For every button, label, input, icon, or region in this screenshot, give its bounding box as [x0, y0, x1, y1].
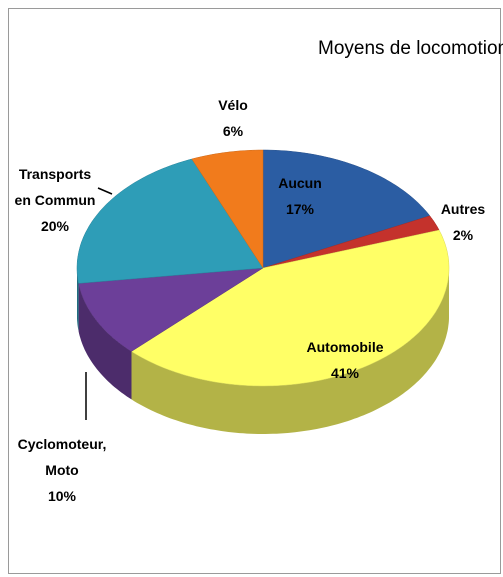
value-label: 2% — [452, 227, 474, 243]
data-label: Vélo 6% — [203, 92, 263, 144]
slice — [262, 149, 431, 269]
category-label: Autres — [440, 201, 486, 217]
slice-side — [78, 283, 132, 400]
value-label: 6% — [222, 123, 244, 139]
slice — [131, 229, 450, 387]
value-label: 17% — [285, 201, 315, 217]
slice-side — [131, 268, 449, 434]
category-label: Cyclomoteur, Moto — [17, 436, 107, 478]
data-label: Transports en Commun 20% — [10, 161, 100, 239]
value-label: 10% — [47, 488, 77, 504]
category-label: Aucun — [278, 175, 322, 191]
slice — [191, 149, 264, 269]
slice-tops — [76, 149, 450, 387]
value-label: 20% — [40, 218, 70, 234]
slice-sides — [77, 268, 449, 434]
data-label: Cyclomoteur, Moto 10% — [12, 431, 112, 509]
chart-frame — [8, 8, 501, 574]
slice — [78, 267, 264, 352]
data-label: Aucun 17% — [260, 170, 340, 222]
slice — [262, 215, 440, 269]
category-label: Vélo — [218, 97, 248, 113]
chart-title: Moyens de locomotion — [318, 38, 503, 59]
category-label: Automobile — [306, 339, 384, 355]
data-label: Automobile 41% — [295, 334, 395, 386]
data-label: Autres 2% — [433, 196, 493, 248]
leader-line — [97, 187, 113, 195]
category-label: Transports en Commun — [14, 166, 96, 208]
slice — [76, 158, 264, 284]
slice-side — [77, 268, 79, 332]
value-label: 41% — [330, 365, 360, 381]
